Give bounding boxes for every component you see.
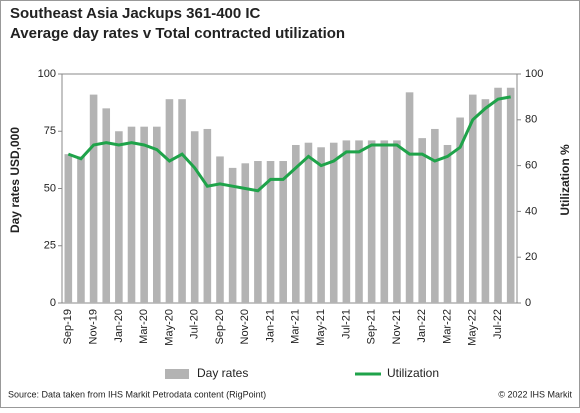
y2-tick-label: 40 [525, 205, 537, 217]
legend-label: Day rates [197, 366, 248, 380]
x-tick-label: Mar-22 [441, 309, 453, 344]
x-tick-label: Nov-19 [88, 309, 100, 344]
bar [64, 154, 73, 303]
bar [190, 131, 199, 303]
y-axis-title: Day rates USD,000 [8, 127, 22, 233]
x-tick-label: Sep-19 [62, 309, 74, 344]
bar [481, 99, 490, 303]
y2-tick-label: 80 [525, 114, 537, 126]
x-tick-label: Sep-21 [366, 309, 378, 344]
bar [165, 99, 174, 303]
y2-tick-label: 60 [525, 160, 537, 172]
y-tick-label: 0 [50, 297, 56, 309]
y2-tick-label: 20 [525, 251, 537, 263]
x-tick-label: Nov-21 [391, 309, 403, 344]
bar [418, 138, 426, 303]
chart-subtitle: Average day rates v Total contracted uti… [10, 25, 345, 42]
bar [342, 140, 351, 303]
bar [216, 156, 224, 303]
y2-tick-label: 0 [525, 297, 531, 309]
line [67, 95, 511, 193]
x-tick-label: Jan-21 [264, 309, 276, 343]
y2-tick-label: 100 [525, 68, 543, 80]
bar [443, 144, 452, 303]
bar [304, 142, 313, 303]
bar [77, 156, 85, 303]
x-tick-label: Jan-20 [113, 309, 125, 343]
legend-swatch [165, 369, 189, 379]
x-tick-label: Mar-21 [290, 309, 302, 344]
x-tick-label: Nov-20 [239, 309, 251, 344]
bar [468, 94, 477, 303]
bar [127, 126, 136, 303]
bar [254, 161, 262, 303]
bar [506, 87, 515, 304]
x-tick-label: Sep-20 [214, 309, 226, 344]
bar [228, 167, 237, 303]
x-tick-label: Mar-20 [138, 309, 150, 344]
y-tick-label: 25 [44, 240, 56, 252]
bar [367, 140, 376, 303]
x-tick-label: Jul-21 [340, 309, 352, 339]
copyright: © 2022 IHS Markit [498, 389, 572, 399]
x-tick-label: May-20 [163, 309, 175, 346]
bar [355, 140, 363, 303]
bar [279, 161, 287, 303]
y-tick-label: 50 [44, 182, 56, 194]
y2-axis-title: Utilization % [558, 144, 572, 216]
y-tick-label: 100 [38, 68, 56, 80]
bar [115, 131, 123, 303]
x-tick-label: May-22 [467, 309, 479, 346]
x-tick-label: May-21 [315, 309, 327, 346]
bar [405, 92, 414, 303]
bar [494, 87, 502, 304]
source: Source: Data taken from IHS Markit Petro… [8, 389, 266, 399]
x-tick-label: Jul-20 [189, 309, 201, 339]
x-tick-label: Jul-22 [492, 309, 504, 339]
bar [89, 94, 98, 303]
bar [241, 163, 250, 303]
bar [329, 142, 338, 303]
bar [317, 147, 325, 303]
bar [102, 108, 111, 303]
bar [178, 99, 186, 303]
x-tick-label: Jan-22 [416, 309, 428, 343]
bar [292, 144, 300, 303]
bar [380, 140, 389, 303]
bar [393, 140, 401, 303]
plot-area [61, 73, 518, 304]
bar [203, 128, 212, 303]
y-tick-label: 75 [44, 125, 56, 137]
bar [153, 126, 161, 303]
chart-title: Southeast Asia Jackups 361-400 IC [10, 5, 261, 22]
bar [266, 161, 275, 303]
bar [431, 128, 439, 303]
legend-label: Utilization [387, 366, 439, 380]
bar [456, 117, 464, 303]
bar [140, 126, 148, 303]
